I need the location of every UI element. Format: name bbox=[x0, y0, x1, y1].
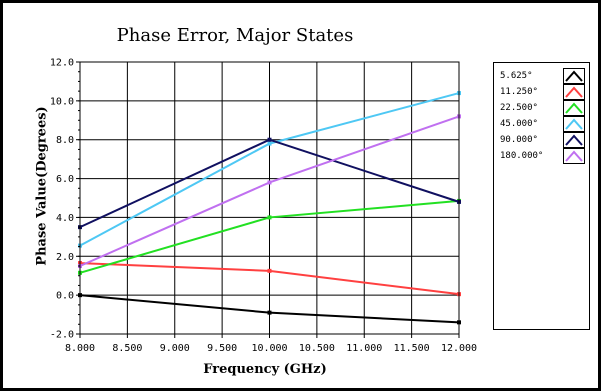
y-tick-label: 0.0 bbox=[56, 291, 74, 302]
y-tick-label: 8.0 bbox=[56, 135, 74, 146]
x-tick-label: 8.500 bbox=[112, 343, 142, 354]
data-point bbox=[267, 215, 272, 220]
legend-item: 180.000° bbox=[500, 148, 588, 166]
legend-swatch bbox=[563, 68, 585, 84]
legend-swatch bbox=[563, 84, 585, 100]
legend-item: 22.500° bbox=[500, 100, 588, 118]
y-tick-label: 10.0 bbox=[50, 96, 74, 107]
grid bbox=[79, 61, 460, 335]
legend-item: 5.625° bbox=[500, 68, 588, 86]
legend-label: 11.250° bbox=[500, 87, 538, 97]
legend-item: 45.000° bbox=[500, 116, 588, 134]
x-tick-label: 11.000 bbox=[346, 343, 382, 354]
y-tick-label: 4.0 bbox=[56, 213, 74, 224]
x-axis-label: Frequency (GHz) bbox=[203, 362, 327, 377]
y-axis-label: Phase Value(Degrees) bbox=[34, 106, 50, 266]
x-tick-label: 10.000 bbox=[251, 343, 287, 354]
legend-label: 180.000° bbox=[500, 151, 544, 161]
x-tick-label: 10.500 bbox=[299, 343, 335, 354]
series-group bbox=[78, 91, 461, 325]
y-tick-label: 12.0 bbox=[50, 58, 74, 69]
legend-item: 11.250° bbox=[500, 84, 588, 102]
legend-label: 5.625° bbox=[500, 71, 533, 81]
x-tick-label: 9.000 bbox=[160, 343, 190, 354]
legend-swatch bbox=[563, 132, 585, 148]
x-tick-label: 12.000 bbox=[441, 343, 477, 354]
legend-swatch bbox=[563, 116, 585, 132]
data-point bbox=[267, 141, 272, 146]
data-point bbox=[267, 268, 272, 273]
x-tick-label: 8.000 bbox=[65, 343, 95, 354]
y-tick-label: 2.0 bbox=[56, 252, 74, 263]
legend-label: 90.000° bbox=[500, 135, 538, 145]
y-tick-label: -2.0 bbox=[50, 330, 74, 341]
axis-ticks: 8.000 8.500 9.000 9.500 10.000 10.500 11.000 11… bbox=[50, 58, 477, 355]
y-tick-label: 6.0 bbox=[56, 174, 74, 185]
chart-title: Phase Error, Major States bbox=[116, 25, 354, 46]
x-tick-label: 11.500 bbox=[394, 343, 430, 354]
legend-swatch bbox=[563, 100, 585, 116]
legend-swatch bbox=[563, 148, 585, 164]
data-point bbox=[267, 180, 272, 185]
legend-label: 45.000° bbox=[500, 119, 538, 129]
legend-item: 90.000° bbox=[500, 132, 588, 150]
data-point bbox=[267, 310, 272, 315]
data-point bbox=[267, 137, 272, 142]
legend-label: 22.500° bbox=[500, 103, 538, 113]
x-tick-label: 9.500 bbox=[207, 343, 237, 354]
legend: 5.625° 11.250° 22.500° 45.000° 90.000° 180.00… bbox=[493, 62, 590, 330]
